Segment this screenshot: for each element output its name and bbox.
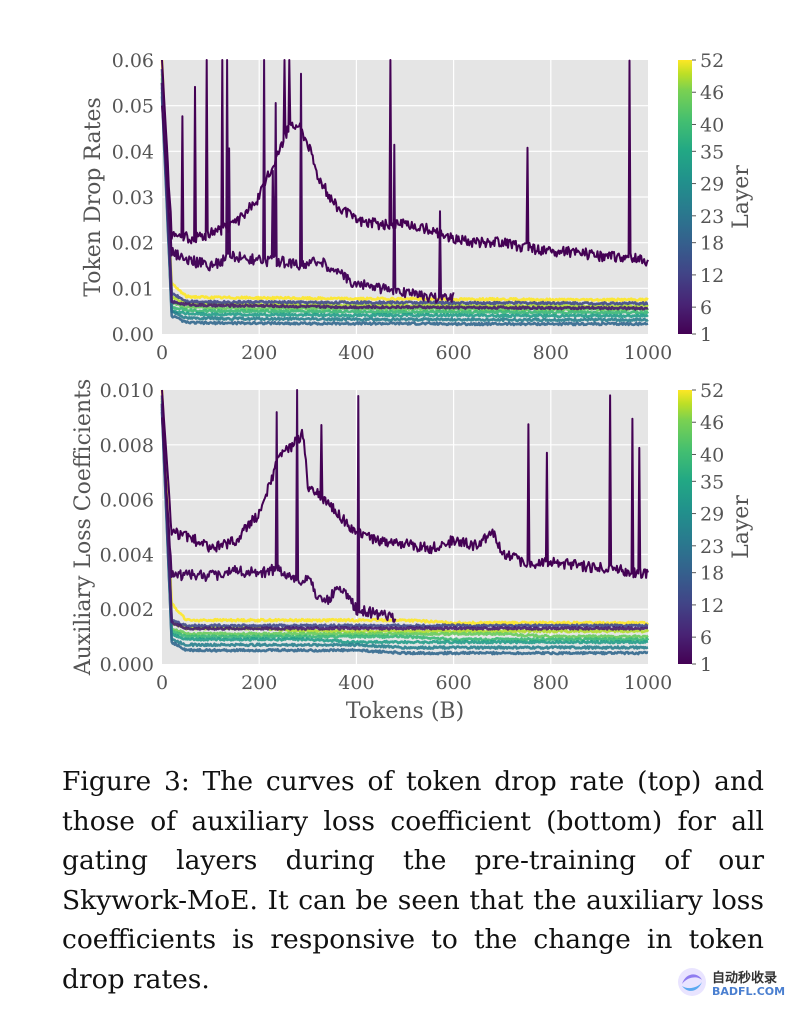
top-chart: 0.00 0.01 0.02 0.03 0.04 0.05 0.06 0 200 400 600 8… (81, 50, 754, 364)
colorbar (678, 60, 692, 334)
series-line-layer-35 (160, 82, 650, 315)
colorbar-tick-label: 46 (700, 412, 724, 434)
series-line-layer-1 (161, 389, 649, 579)
series-line-layer-52 (160, 389, 649, 626)
y-tick-labels: 0.000 0.002 0.004 0.006 0.008 0.010 (100, 380, 154, 676)
colorbar-tick-label: 52 (700, 50, 724, 72)
colorbar-tick-label: 1 (700, 654, 712, 676)
series-line-layer-29 (160, 406, 649, 645)
colorbar-tick-label: 23 (700, 536, 724, 558)
x-tick-label: 0 (156, 672, 168, 694)
colorbar-tick-label: 6 (700, 627, 712, 649)
colorbar-tick-label: 35 (700, 141, 724, 163)
y-tick-label: 0.06 (112, 50, 154, 72)
colorbar-tick-label: 29 (700, 504, 724, 526)
x-tick-label: 800 (533, 672, 569, 694)
colorbar-tick-label: 35 (700, 471, 724, 493)
colorbar (678, 390, 692, 664)
colorbar-tick-label: 12 (700, 595, 724, 617)
series-group (160, 59, 650, 327)
watermark-text: 自动秒收录 (712, 971, 778, 986)
y-tick-label: 0.03 (112, 187, 154, 209)
series-line-layer-2 (161, 59, 455, 304)
y-tick-label: 0.010 (100, 380, 154, 402)
series-line-layer-5 (160, 403, 649, 631)
colorbar-tick-label: 12 (700, 265, 724, 287)
colorbar-label: Layer (729, 165, 754, 229)
series-line-layer-5 (160, 82, 649, 311)
x-tick-label: 400 (338, 672, 374, 694)
colorbar-tick-label: 23 (700, 206, 724, 228)
y-tick-labels: 0.00 0.01 0.02 0.03 0.04 0.05 0.06 (112, 50, 154, 346)
x-tick-label: 400 (338, 342, 374, 364)
y-tick-label: 0.008 (100, 435, 154, 457)
series-line-layer-18 (160, 96, 649, 327)
y-tick-label: 0.006 (100, 490, 154, 512)
figure: 0.000.010.020.030.040.050.06 0 200 400 600 8… (71, 50, 754, 724)
colorbar-tick-label: 18 (700, 233, 724, 255)
x-axis-label: Tokens (B) (346, 699, 464, 724)
y-axis-label: Auxiliary Loss Coefficients (71, 379, 96, 677)
colorbar-tick-label: 46 (700, 82, 724, 104)
x-tick-label: 200 (241, 672, 277, 694)
y-tick-label: 0.01 (112, 278, 154, 300)
colorbar-tick-label: 40 (700, 444, 724, 466)
series-line-layer-52 (160, 59, 649, 303)
series-line-layer-12 (160, 395, 649, 629)
x-tick-label: 1000 (624, 672, 672, 694)
series-line-layer-1 (161, 59, 649, 267)
series-line-layer-18 (160, 411, 649, 656)
x-tick-label: 800 (533, 342, 569, 364)
series-line-layer-29 (160, 91, 649, 319)
gridlines (162, 60, 648, 334)
colorbar-tick-label: 29 (700, 174, 724, 196)
colorbar-ticks: 1 6 12 18 23 29 35 40 46 52 (692, 50, 724, 346)
watermark-domain: BADFL.COM (712, 985, 786, 998)
colorbar-ticks: 1 6 12 18 23 29 35 40 46 52 (692, 380, 724, 676)
y-tick-label: 0.02 (112, 233, 154, 255)
series-line-layer-2 (161, 389, 397, 623)
series-line-layer-12 (160, 69, 649, 306)
colorbar-tick-label: 18 (700, 563, 724, 585)
series-line-layer-35 (160, 403, 650, 642)
figure-caption: Figure 3: The curves of token drop rate … (62, 766, 764, 995)
x-tick-labels: 0 200 400 600 800 1000 (156, 672, 672, 694)
series-line-layer-23 (160, 409, 649, 650)
y-tick-label: 0.004 (100, 544, 154, 566)
x-tick-label: 1000 (624, 342, 672, 364)
y-tick-label: 0.05 (112, 96, 154, 118)
series-group (160, 389, 650, 656)
watermark: 自动秒收录 BADFL.COM (676, 966, 786, 1002)
x-tick-label: 200 (241, 342, 277, 364)
colorbar-tick-label: 52 (700, 380, 724, 402)
x-tick-label: 600 (435, 672, 471, 694)
series-line-layer-40 (160, 400, 649, 640)
watermark-logo-icon (678, 968, 706, 996)
y-axis-label: Token Drop Rates (81, 97, 106, 297)
colorbar-tick-label: 1 (700, 324, 712, 346)
y-tick-label: 0.000 (100, 654, 154, 676)
y-tick-label: 0.002 (100, 599, 154, 621)
series-line-layer-23 (160, 87, 649, 323)
colorbar-tick-label: 6 (700, 297, 712, 319)
y-tick-label: 0.00 (112, 324, 154, 346)
series-line-layer-40 (160, 78, 650, 312)
gridlines (162, 390, 648, 664)
colorbar-tick-label: 40 (700, 114, 724, 136)
y-tick-label: 0.04 (112, 141, 154, 163)
colorbar-label: Layer (729, 495, 754, 559)
x-tick-labels: 0 200 400 600 800 1000 (156, 342, 672, 364)
x-tick-label: 0 (156, 342, 168, 364)
x-tick-label: 600 (435, 342, 471, 364)
